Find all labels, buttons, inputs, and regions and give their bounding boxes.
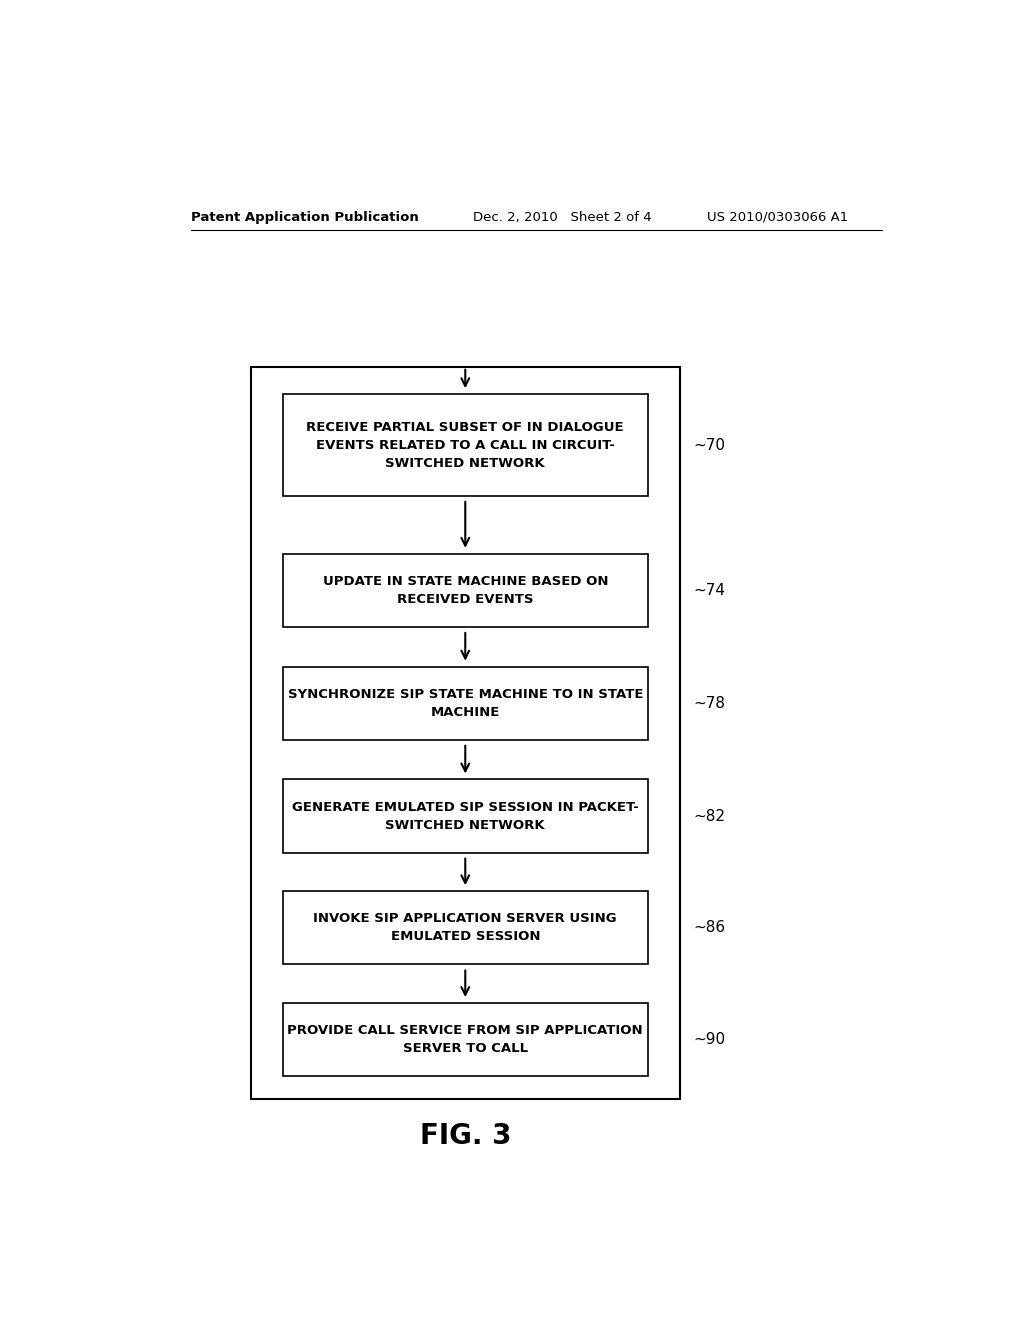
Bar <box>251 367 680 1098</box>
Text: ~82: ~82 <box>694 809 726 824</box>
Text: ~78: ~78 <box>694 696 726 710</box>
Text: FIG. 3: FIG. 3 <box>420 1122 511 1150</box>
Bar <box>283 1003 648 1076</box>
Text: US 2010/0303066 A1: US 2010/0303066 A1 <box>708 211 849 224</box>
Bar <box>283 554 648 627</box>
Bar <box>283 395 648 496</box>
Bar <box>283 779 648 853</box>
Text: ~90: ~90 <box>694 1032 726 1047</box>
Text: PROVIDE CALL SERVICE FROM SIP APPLICATION
SERVER TO CALL: PROVIDE CALL SERVICE FROM SIP APPLICATIO… <box>288 1024 643 1055</box>
Text: UPDATE IN STATE MACHINE BASED ON
RECEIVED EVENTS: UPDATE IN STATE MACHINE BASED ON RECEIVE… <box>323 576 608 606</box>
Text: Patent Application Publication: Patent Application Publication <box>191 211 419 224</box>
Bar <box>283 667 648 739</box>
Text: ~70: ~70 <box>694 437 726 453</box>
Text: RECEIVE PARTIAL SUBSET OF IN DIALOGUE
EVENTS RELATED TO A CALL IN CIRCUIT-
SWITC: RECEIVE PARTIAL SUBSET OF IN DIALOGUE EV… <box>306 421 624 470</box>
Text: GENERATE EMULATED SIP SESSION IN PACKET-
SWITCHED NETWORK: GENERATE EMULATED SIP SESSION IN PACKET-… <box>292 800 639 832</box>
Text: SYNCHRONIZE SIP STATE MACHINE TO IN STATE
MACHINE: SYNCHRONIZE SIP STATE MACHINE TO IN STAT… <box>288 688 643 718</box>
Text: ~74: ~74 <box>694 583 726 598</box>
Text: INVOKE SIP APPLICATION SERVER USING
EMULATED SESSION: INVOKE SIP APPLICATION SERVER USING EMUL… <box>313 912 617 944</box>
Text: Dec. 2, 2010   Sheet 2 of 4: Dec. 2, 2010 Sheet 2 of 4 <box>473 211 652 224</box>
Bar <box>283 891 648 965</box>
Text: ~86: ~86 <box>694 920 726 936</box>
